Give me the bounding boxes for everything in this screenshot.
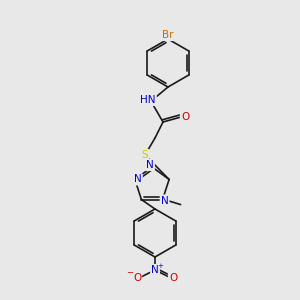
Text: Br: Br (162, 30, 174, 40)
Text: S: S (142, 150, 148, 160)
Text: N: N (134, 174, 142, 184)
Text: N: N (146, 160, 154, 170)
Text: HN: HN (140, 95, 156, 105)
Text: N: N (151, 265, 159, 275)
Text: N: N (161, 196, 169, 206)
Text: O: O (133, 273, 141, 283)
Text: O: O (169, 273, 177, 283)
Text: +: + (157, 263, 163, 269)
Text: −: − (127, 268, 134, 278)
Text: O: O (181, 112, 189, 122)
